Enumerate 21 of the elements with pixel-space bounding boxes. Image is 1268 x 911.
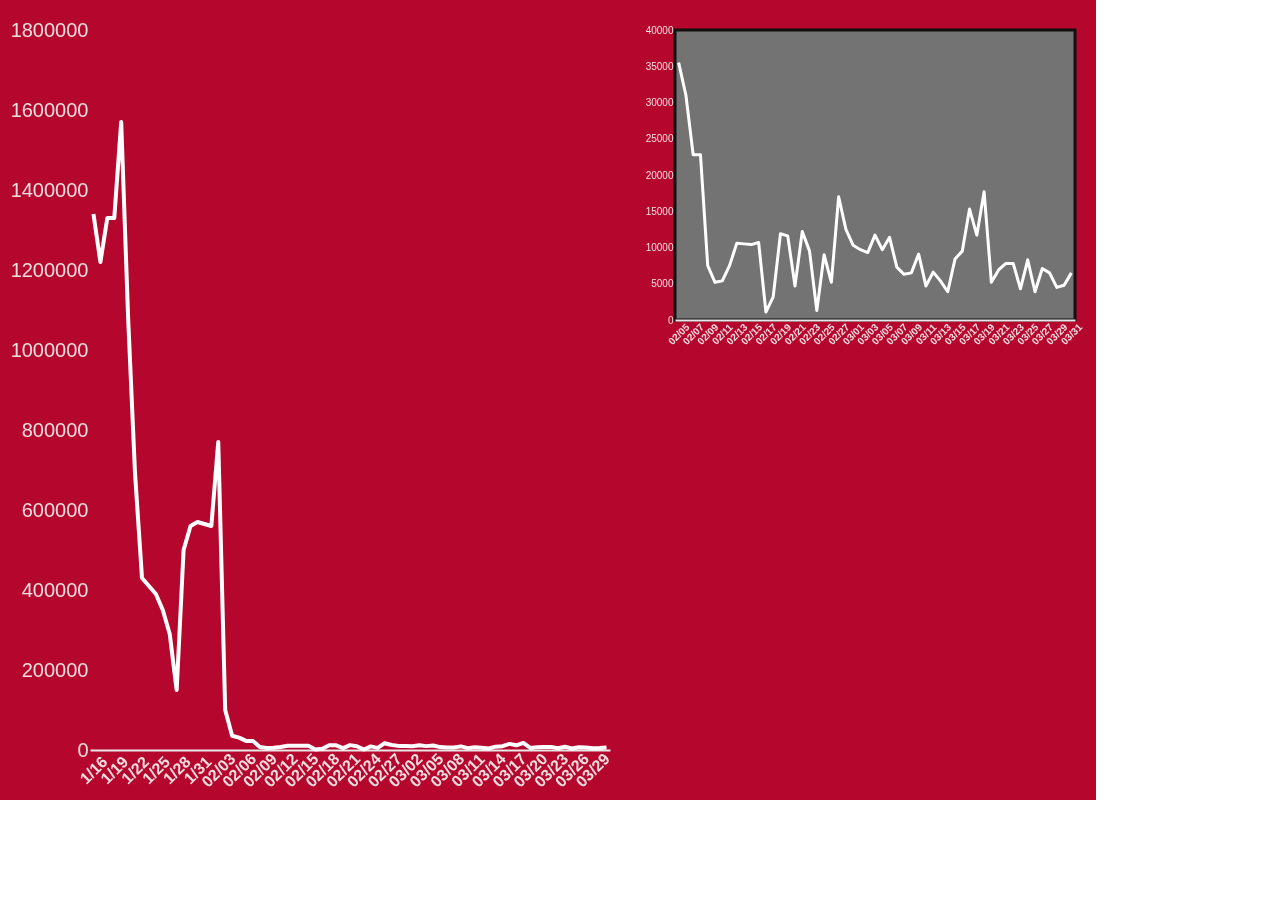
y-tick-label: 10000 — [645, 242, 674, 253]
y-tick-label: 1000000 — [10, 338, 89, 361]
y-tick-label: 30000 — [645, 97, 674, 108]
y-tick-label: 200000 — [21, 658, 89, 681]
y-tick-label: 25000 — [645, 133, 674, 145]
y-tick-label: 1600000 — [10, 98, 89, 121]
y-tick-label: 35000 — [645, 60, 674, 72]
y-tick-label: 800000 — [21, 418, 89, 441]
y-tick-label: 0 — [77, 738, 89, 761]
line-series — [677, 61, 1073, 314]
y-tick-label: 400000 — [21, 578, 89, 601]
y-tick-label: 15000 — [645, 205, 674, 217]
y-tick-label: 600000 — [21, 498, 89, 521]
y-tick-label: 40000 — [645, 24, 674, 36]
y-tick-label: 1400000 — [10, 178, 89, 201]
y-tick-label: 1800000 — [10, 18, 89, 41]
y-tick-label: 20000 — [645, 169, 674, 181]
y-tick-label: 0 — [667, 314, 674, 326]
line-series — [91, 120, 609, 752]
y-tick-label: 5000 — [651, 278, 674, 290]
y-tick-label: 1200000 — [10, 258, 89, 281]
